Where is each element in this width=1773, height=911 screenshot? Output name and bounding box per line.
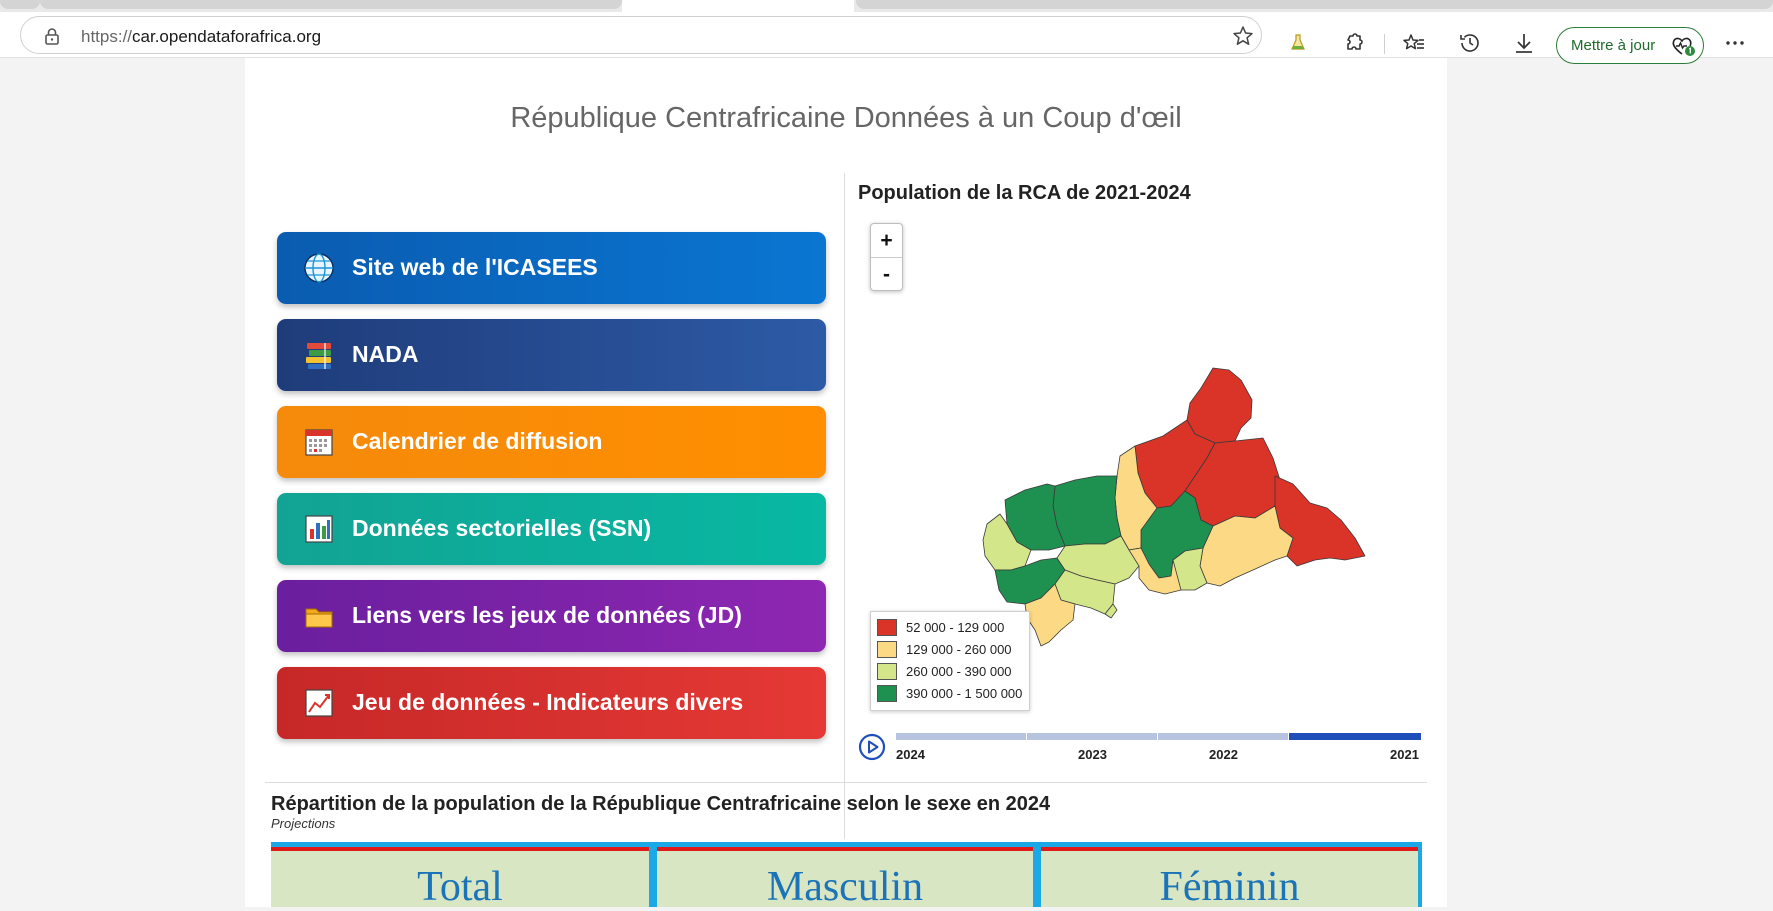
lock-icon[interactable] xyxy=(43,27,61,45)
download-icon[interactable] xyxy=(1512,31,1536,55)
map-title: Population de la RCA de 2021-2024 xyxy=(858,182,1191,204)
timeline-segment[interactable] xyxy=(896,733,1026,740)
page-title: République Centrafricaine Données à un C… xyxy=(510,102,1182,134)
timeline-segment[interactable] xyxy=(1158,733,1288,740)
legend-swatch-red xyxy=(877,619,897,636)
release-calendar-label: Calendrier de diffusion xyxy=(352,428,603,454)
url-text[interactable]: https://car.opendataforafrica.org xyxy=(81,27,321,47)
timeline-year-label-selected[interactable]: 2021 xyxy=(1390,747,1419,762)
section-divider xyxy=(265,782,1427,783)
browser-toolbar: https://car.opendataforafrica.org Mettre… xyxy=(0,12,1773,64)
various-indicators-button[interactable]: Jeu de données - Indicateurs divers xyxy=(277,667,826,739)
favorite-star-icon[interactable] xyxy=(1231,24,1255,48)
nada-label: NADA xyxy=(352,341,419,367)
address-bar[interactable]: https://car.opendataforafrica.org xyxy=(20,16,1262,54)
timeline-segment-selected[interactable] xyxy=(1289,733,1421,740)
tab-strip xyxy=(0,0,1773,12)
sector-data-label: Données sectorielles (SSN) xyxy=(352,515,652,541)
extensions-puzzle-icon[interactable] xyxy=(1342,31,1366,55)
region-bangui[interactable] xyxy=(1104,603,1118,619)
column-divider xyxy=(844,173,845,839)
icasees-website-label: Site web de l'ICASEES xyxy=(352,254,598,280)
legend-swatch-yellow xyxy=(877,641,897,658)
legend-label: 390 000 - 1 500 000 xyxy=(906,686,1023,701)
browser-health-heart-icon xyxy=(1672,37,1695,56)
tab-active[interactable] xyxy=(622,0,854,12)
more-menu-icon[interactable] xyxy=(1723,31,1747,55)
legend-label: 129 000 - 260 000 xyxy=(906,642,1012,657)
timeline-year-label[interactable]: 2023 xyxy=(1078,747,1107,762)
dataset-links-button[interactable]: Liens vers les jeux de données (JD) xyxy=(277,580,826,652)
timeline-year-label[interactable]: 2024 xyxy=(896,747,925,762)
globe-icon xyxy=(304,253,334,283)
url-protocol: https:// xyxy=(81,27,133,46)
folder-icon xyxy=(305,608,333,628)
car-population-map[interactable] xyxy=(945,308,1405,678)
map-zoom-control: + - xyxy=(870,223,903,291)
legend-label: 52 000 - 129 000 xyxy=(906,620,1005,635)
trend-chart-icon xyxy=(305,689,333,717)
timeline-play-icon[interactable] xyxy=(858,733,886,761)
nada-button[interactable]: NADA xyxy=(277,319,826,391)
flask-extension-icon[interactable] xyxy=(1286,31,1310,55)
stat-female: Féminin xyxy=(1041,847,1418,910)
tab-inactive-right[interactable] xyxy=(856,0,1773,9)
legend-swatch-green xyxy=(877,685,897,702)
stat-total-label: Total xyxy=(417,864,503,910)
population-by-sex-table: Total Masculin Féminin xyxy=(271,842,1422,910)
calendar-icon xyxy=(305,429,333,456)
sector-data-button[interactable]: Données sectorielles (SSN) xyxy=(277,493,826,565)
icasees-website-button[interactable]: Site web de l'ICASEES xyxy=(277,232,826,304)
map-legend: 52 000 - 129 000 129 000 - 260 000 260 0… xyxy=(870,611,1030,711)
update-browser-button[interactable]: Mettre à jour xyxy=(1556,27,1704,64)
population-by-sex-title: Répartition de la population de la Répub… xyxy=(271,793,1051,815)
update-button-label: Mettre à jour xyxy=(1571,37,1656,54)
year-timeline[interactable] xyxy=(896,733,1421,740)
favorites-list-icon[interactable] xyxy=(1402,31,1426,55)
tab-previous[interactable] xyxy=(0,0,40,9)
timeline-segment[interactable] xyxy=(1027,733,1157,740)
history-icon[interactable] xyxy=(1458,31,1482,55)
timeline-year-label[interactable]: 2022 xyxy=(1209,747,1238,762)
release-calendar-button[interactable]: Calendrier de diffusion xyxy=(277,406,826,478)
toolbar-separator xyxy=(1384,34,1385,54)
legend-swatch-light-green xyxy=(877,663,897,680)
books-icon xyxy=(306,343,331,369)
stat-male-label: Masculin xyxy=(766,864,924,910)
stat-male: Masculin xyxy=(657,847,1033,910)
region-sangha-mbaere[interactable] xyxy=(1024,583,1076,647)
population-by-sex-subtitle: Projections xyxy=(271,816,336,831)
legend-label: 260 000 - 390 000 xyxy=(906,664,1012,679)
region-ouham[interactable] xyxy=(1052,475,1122,547)
zoom-out-button[interactable]: - xyxy=(883,263,890,286)
dataset-links-label: Liens vers les jeux de données (JD) xyxy=(352,602,742,628)
zoom-separator xyxy=(871,257,902,258)
stat-female-label: Féminin xyxy=(1159,864,1300,910)
page-content: République Centrafricaine Données à un C… xyxy=(245,58,1447,910)
zoom-in-button[interactable]: + xyxy=(880,229,893,252)
url-host: car.opendataforafrica.org xyxy=(132,27,322,46)
stat-total: Total xyxy=(271,847,649,910)
tab-inactive[interactable] xyxy=(40,0,622,9)
region-basse-kotto[interactable] xyxy=(1128,547,1182,595)
various-indicators-label: Jeu de données - Indicateurs divers xyxy=(352,689,744,715)
bar-chart-icon xyxy=(305,515,333,543)
region-vakaga[interactable] xyxy=(1186,367,1253,444)
